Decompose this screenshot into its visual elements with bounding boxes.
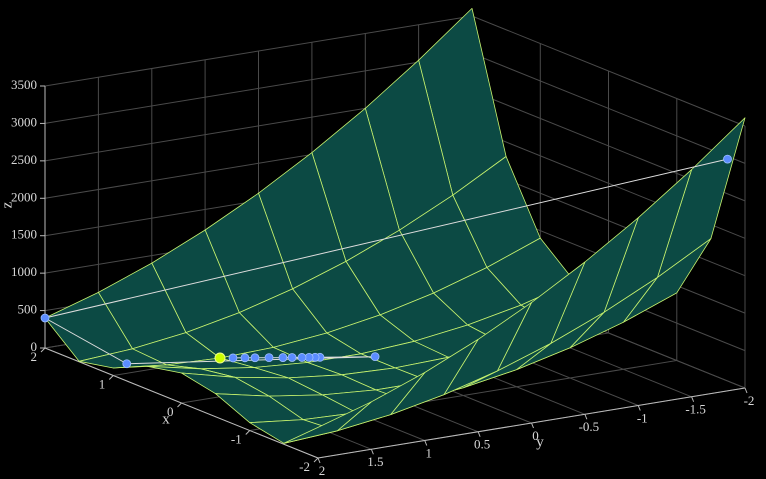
y-tick — [637, 405, 641, 411]
y-tick — [584, 414, 588, 420]
y-tick-label: -0.5 — [579, 419, 600, 434]
y-tick — [744, 387, 748, 394]
x-tick — [40, 347, 46, 353]
x-tick — [108, 375, 114, 380]
z-tick-label: 1500 — [11, 227, 37, 242]
minimum-point — [214, 352, 226, 364]
path-point — [264, 353, 274, 363]
y-tick-label: -1.5 — [685, 402, 706, 417]
y-tick — [317, 457, 321, 464]
z-tick-label: 3500 — [11, 77, 37, 92]
x-tick-label: -2 — [299, 459, 310, 474]
path-point — [278, 353, 288, 362]
x-tick — [313, 457, 319, 463]
x-tick-label: -1 — [231, 431, 242, 446]
y-tick-label: 0.5 — [474, 437, 490, 452]
path-point — [40, 313, 50, 323]
y-tick — [531, 422, 534, 429]
x-tick-label: 1 — [99, 376, 106, 391]
z-tick-label: 2500 — [11, 152, 37, 167]
path-point — [240, 353, 250, 363]
surface-patch — [283, 401, 372, 444]
y-tick — [477, 431, 481, 437]
path-point — [370, 352, 380, 362]
path-point — [297, 353, 307, 362]
x-tick-label: 2 — [31, 349, 38, 364]
z-tick-label: 2000 — [11, 189, 37, 204]
y-axis-label: y — [536, 434, 544, 450]
z-tick-label: 500 — [18, 302, 38, 317]
y-tick-label: 2 — [319, 463, 326, 478]
x-tick — [245, 430, 251, 435]
y-tick — [424, 440, 428, 446]
x-tick-label: 0 — [167, 404, 174, 419]
y-tick-label: -2 — [744, 393, 755, 408]
path-point — [228, 353, 238, 363]
surface — [44, 7, 746, 444]
x-tick — [177, 402, 182, 408]
x-axis-label: x — [162, 411, 170, 427]
y-tick — [370, 449, 374, 455]
z-axis-label: z — [0, 201, 15, 208]
y-tick-label: 1 — [426, 445, 433, 460]
path-point — [250, 353, 260, 363]
path-point — [122, 359, 132, 369]
y-tick — [691, 396, 695, 402]
y-tick-label: -1 — [637, 410, 648, 425]
path-point — [723, 154, 732, 164]
y-tick-label: 0 — [532, 428, 539, 443]
path-point — [287, 353, 297, 362]
path-layer — [40, 154, 732, 369]
z-tick-label: 3000 — [11, 114, 37, 129]
z-tick-label: 0 — [31, 339, 38, 354]
labels: x y z 0 500 1000 1500 2000 2500 3000 3500 -2 -1 0 1… — [0, 77, 754, 478]
y-tick-label: 1.5 — [367, 454, 383, 469]
z-tick-label: 1000 — [11, 264, 37, 279]
